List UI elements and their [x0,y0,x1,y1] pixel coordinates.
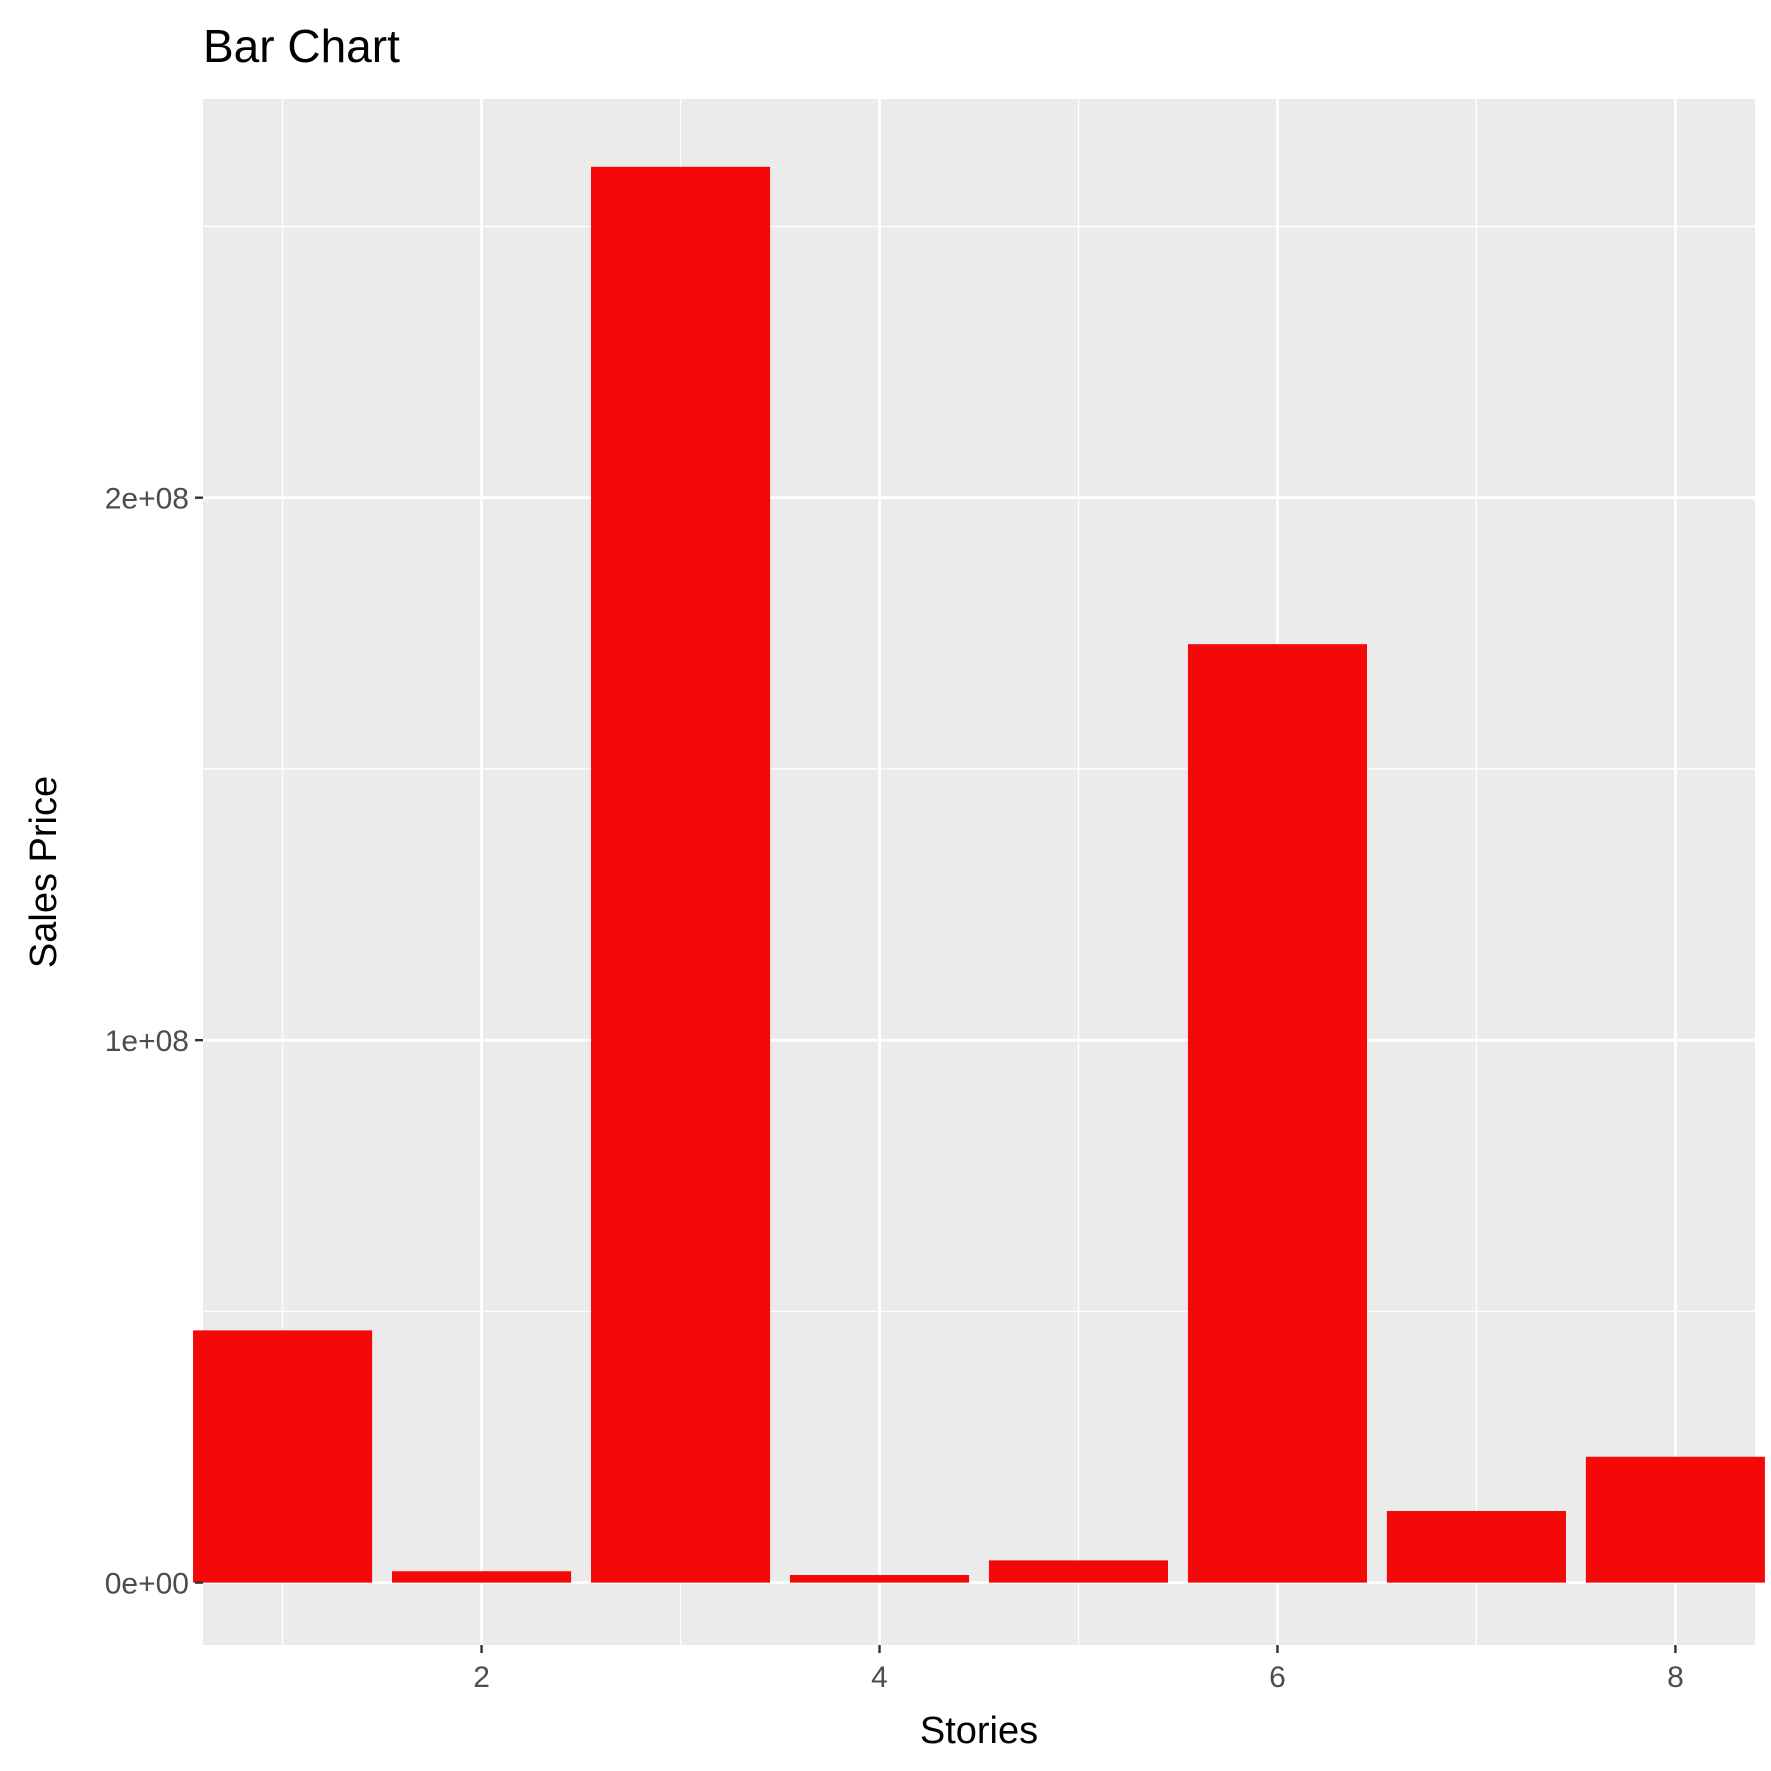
x-tick-label: 8 [1667,1661,1684,1694]
chart-title: Bar Chart [203,20,400,72]
x-axis: 2 4 6 8 [473,1645,1684,1694]
x-tick-label: 6 [1269,1661,1286,1694]
bars-group [193,166,1765,1583]
y-tick-label: 1e+08 [105,1025,189,1058]
y-axis-title: Sales Price [23,776,65,968]
bar-stories-2 [392,1571,572,1583]
bar-stories-6 [1187,644,1367,1583]
bar-stories-1 [193,1330,373,1583]
bar-stories-8 [1585,1456,1765,1583]
x-tick-label: 2 [473,1661,490,1694]
y-tick-label: 0e+00 [105,1568,189,1601]
bar-stories-4 [789,1575,970,1583]
bar-stories-5 [988,1560,1169,1583]
plot-panel [203,99,1755,1645]
y-tick-label: 2e+08 [105,483,189,516]
x-axis-title: Stories [920,1710,1038,1752]
bar-stories-3 [591,166,771,1583]
x-tick-label: 4 [871,1661,888,1694]
y-axis: 0e+00 1e+08 2e+08 [105,483,203,1601]
bar-stories-7 [1386,1511,1566,1583]
